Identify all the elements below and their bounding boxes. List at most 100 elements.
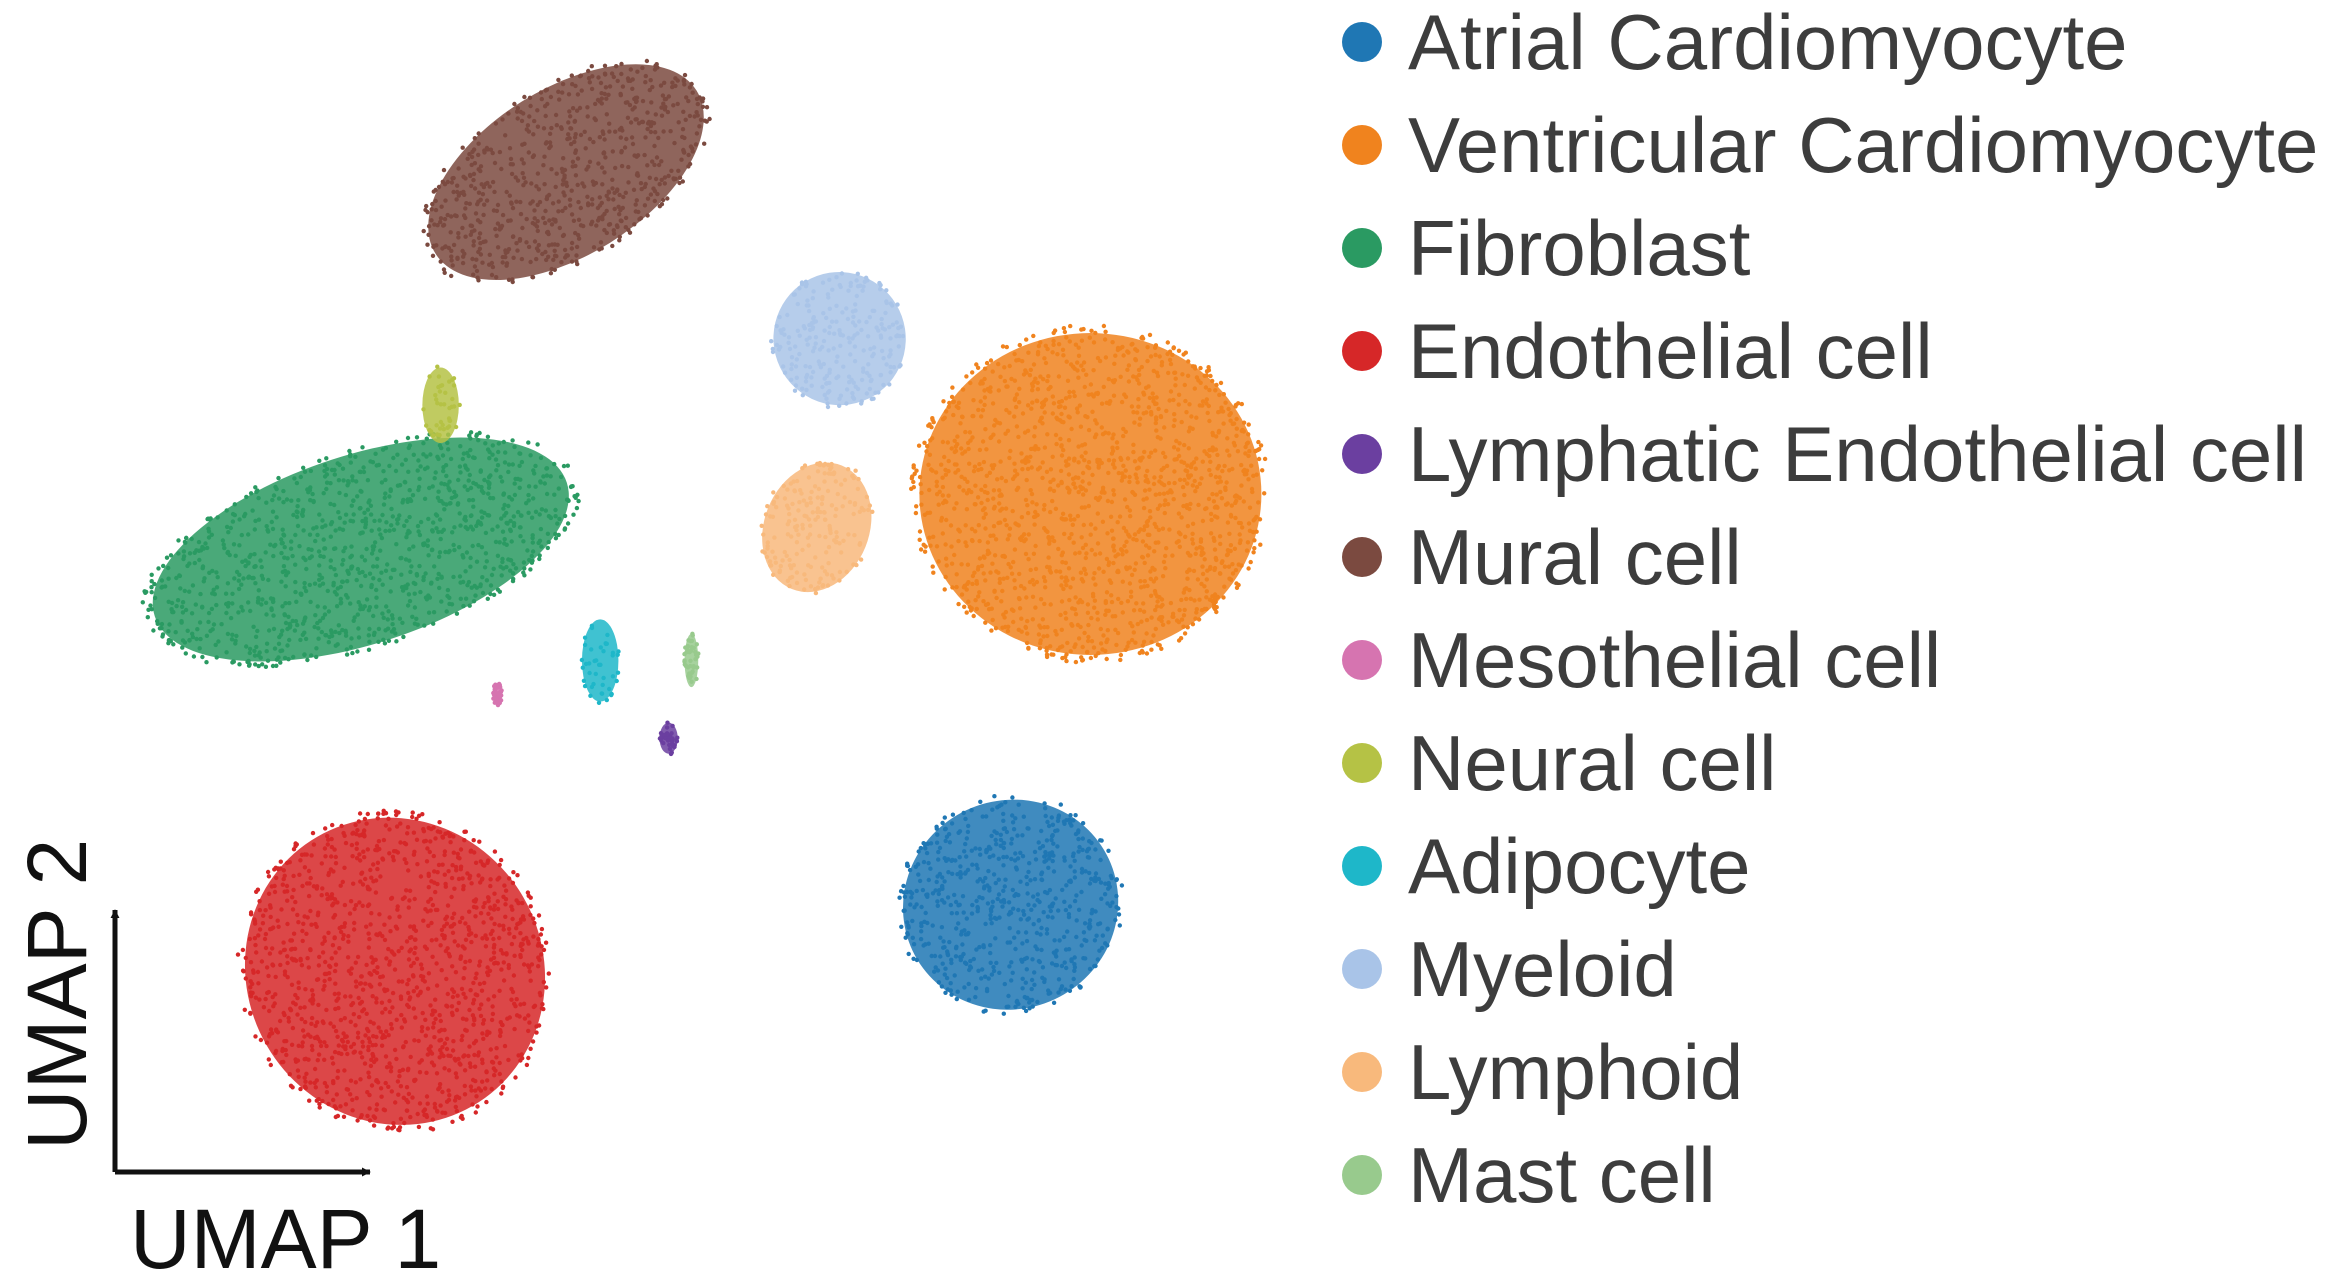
cell-point (1067, 988, 1073, 993)
cell-point (1205, 568, 1210, 573)
cell-point (359, 1055, 365, 1060)
cell-point (289, 982, 295, 987)
cell-point (961, 810, 966, 816)
cell-point (526, 150, 531, 155)
cell-point (1027, 373, 1033, 378)
cell-point (544, 491, 550, 497)
cell-point (1120, 471, 1125, 476)
cell-point (1043, 343, 1049, 348)
cell-point (310, 1047, 315, 1053)
cell-point (1131, 449, 1136, 455)
cell-point (1046, 865, 1051, 870)
cell-point (1030, 384, 1036, 389)
cell-point (1210, 598, 1215, 604)
cell-point (466, 478, 471, 483)
cell-point (341, 933, 346, 938)
cell-point (469, 513, 474, 518)
cell-point (338, 596, 343, 602)
cell-point (521, 937, 526, 942)
cell-point (514, 1013, 520, 1018)
cell-point (1072, 644, 1077, 650)
cell-point (964, 836, 969, 841)
cell-point (1079, 327, 1084, 332)
cell-point (520, 900, 525, 906)
cell-point (1026, 532, 1032, 537)
cell-point (1059, 480, 1064, 486)
cell-point (643, 73, 648, 79)
cell-point (512, 953, 517, 958)
cell-point (1007, 455, 1012, 461)
cell-point (169, 600, 175, 606)
cell-point (930, 416, 935, 421)
cell-point (309, 653, 314, 658)
cell-point (423, 838, 429, 844)
cell-point (264, 500, 269, 505)
cell-point (467, 201, 472, 206)
cell-point (270, 497, 275, 503)
cell-point (1093, 330, 1098, 336)
cell-point (264, 649, 269, 654)
cell-point (312, 1066, 318, 1072)
cell-point (1045, 633, 1050, 639)
cell-point (386, 1125, 391, 1130)
cell-point (406, 1091, 412, 1097)
cell-point (599, 246, 604, 251)
cell-point (1109, 528, 1115, 533)
cell-point (1182, 477, 1187, 483)
cell-point (919, 929, 924, 934)
cell-point (1001, 845, 1006, 851)
cell-point (310, 830, 316, 836)
cell-point (315, 532, 320, 538)
cell-point (536, 913, 542, 918)
cell-point (423, 571, 428, 576)
cell-point (383, 568, 389, 573)
cell-point (501, 923, 506, 928)
cell-point (940, 484, 946, 490)
cell-point (302, 1005, 307, 1010)
cell-point (1116, 596, 1121, 602)
cell-point (1166, 620, 1171, 625)
cell-point (975, 495, 981, 500)
cell-point (1186, 446, 1192, 451)
cell-point (455, 183, 460, 188)
cell-point (1134, 601, 1139, 606)
cell-point (375, 1080, 381, 1085)
cell-point (1029, 491, 1035, 497)
cell-point (374, 1102, 380, 1107)
cell-point (1076, 600, 1081, 605)
cell-point (973, 994, 978, 1000)
cell-point (368, 503, 374, 508)
cell-point (1204, 595, 1209, 600)
cell-point (332, 1104, 337, 1109)
cell-point (285, 898, 290, 903)
cell-point (492, 189, 497, 195)
cell-point (1141, 505, 1147, 511)
cell-point (1083, 488, 1089, 493)
cell-point (274, 515, 279, 520)
cell-point (985, 901, 991, 906)
cell-point (383, 528, 388, 534)
cell-point (425, 1052, 430, 1057)
cell-point (1019, 957, 1024, 962)
cell-point (471, 1001, 476, 1006)
cell-point (578, 205, 583, 211)
cell-point (457, 1061, 462, 1066)
cell-point (992, 423, 997, 428)
cell-point (469, 183, 474, 189)
cell-point (333, 643, 338, 648)
cell-point (999, 802, 1004, 807)
cell-point (1191, 460, 1197, 465)
cell-point (1103, 612, 1108, 617)
cell-point (1136, 397, 1141, 402)
cell-point (274, 1028, 279, 1034)
cell-point (585, 194, 590, 199)
cell-point (373, 957, 378, 962)
cell-point (1059, 399, 1065, 404)
cell-point (1013, 946, 1018, 952)
cell-point (1136, 381, 1142, 386)
cell-point (1196, 502, 1201, 508)
cell-point (338, 1104, 343, 1109)
cell-point (435, 576, 440, 581)
cell-point (1252, 546, 1257, 551)
cell-point (1202, 606, 1208, 612)
